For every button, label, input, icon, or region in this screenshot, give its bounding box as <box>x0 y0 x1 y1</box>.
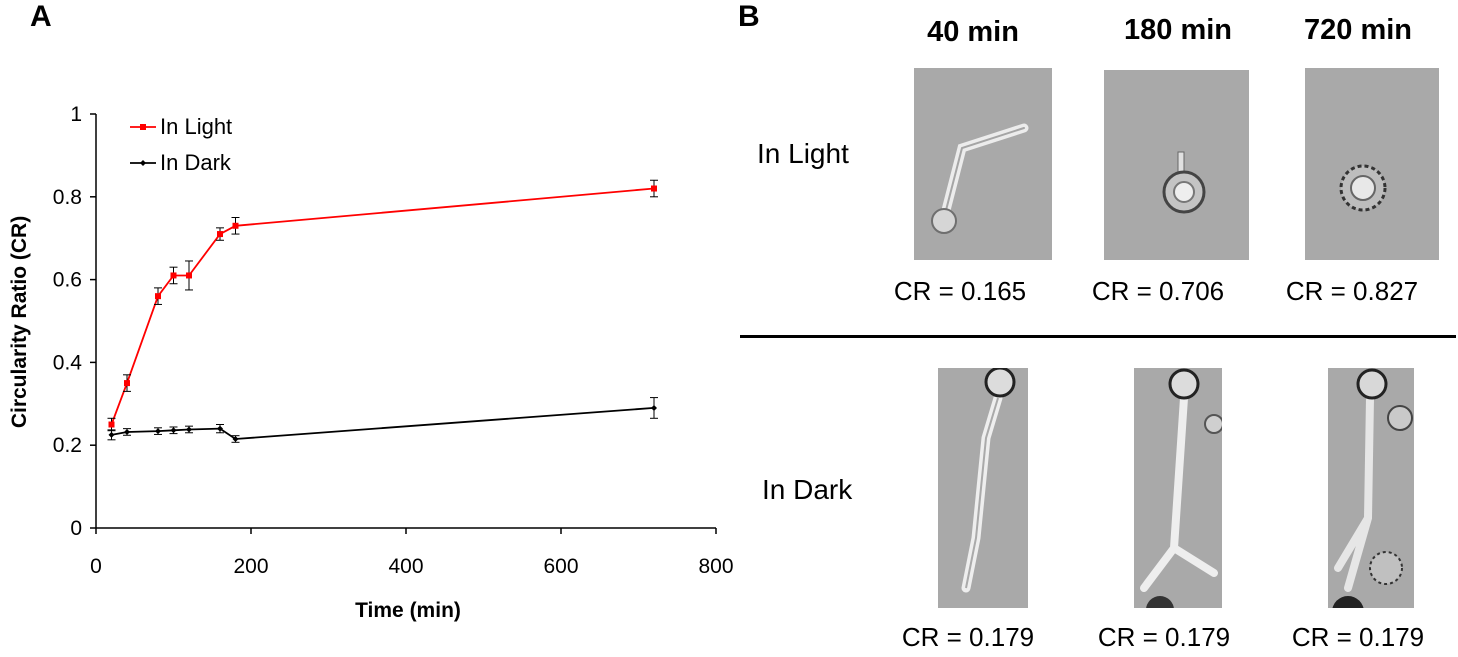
legend-label: In Dark <box>160 150 232 175</box>
data-point <box>186 426 192 433</box>
x-tick-label: 600 <box>543 555 578 578</box>
micrograph-light-180min <box>1104 70 1249 260</box>
cr-value-light-180min: CR = 0.706 <box>1091 276 1225 306</box>
data-point <box>217 425 223 432</box>
cr-value-dark-180min: CR = 0.179 <box>1097 622 1231 652</box>
data-point <box>651 185 657 192</box>
y-tick-label: 0.2 <box>53 434 82 457</box>
y-tick-label: 1 <box>70 103 82 126</box>
data-point <box>108 421 115 428</box>
y-tick-label: 0 <box>70 517 82 540</box>
y-axis-title: Circularity Ratio (CR) <box>8 216 31 428</box>
y-tick-label: 0.6 <box>53 269 82 292</box>
cr-value-light-40min: CR = 0.165 <box>893 276 1027 306</box>
micrograph-light-40min <box>914 68 1052 260</box>
panel-b-letter: B <box>738 0 760 33</box>
data-point <box>108 431 115 438</box>
panel-a-letter: A <box>30 0 52 33</box>
y-ticks: 0 0.2 0.4 0.6 0.8 1 <box>53 103 96 540</box>
x-tick-label: 800 <box>698 555 733 578</box>
data-point <box>155 293 161 300</box>
data-point <box>217 231 223 238</box>
data-point <box>155 428 161 435</box>
x-tick-label: 0 <box>90 555 102 578</box>
micrograph-dark-180min <box>1134 368 1222 608</box>
column-title-180-min: 180 min <box>1124 14 1232 46</box>
row-label-in-dark: In Dark <box>762 474 853 505</box>
x-axis-title: Time (min) <box>355 599 461 622</box>
x-ticks: 0 200 400 600 800 <box>90 528 734 578</box>
cr-value-dark-40min: CR = 0.179 <box>901 622 1035 652</box>
x-tick-label: 200 <box>233 555 268 578</box>
series-line <box>111 407 655 440</box>
column-title-720-min: 720 min <box>1304 14 1412 46</box>
row-label-in-light: In Light <box>757 138 849 169</box>
legend-label: In Light <box>160 114 232 139</box>
data-point <box>124 380 130 387</box>
y-tick-label: 0.8 <box>53 186 82 209</box>
micrograph-light-720min <box>1305 68 1439 260</box>
data-point <box>186 272 192 279</box>
data-point <box>170 427 177 434</box>
micrograph-dark-720min <box>1328 368 1414 608</box>
cr-value-dark-720min: CR = 0.179 <box>1291 622 1425 652</box>
series-group <box>107 179 658 443</box>
legend-marker <box>140 124 146 130</box>
data-point <box>170 272 177 279</box>
data-point <box>651 404 657 411</box>
circularity-line-chart: 00.20.40.60.81 0 200 400 600 800 Time (min) … <box>8 103 734 622</box>
data-point <box>124 428 130 435</box>
column-title-40-min: 40 min <box>927 16 1019 48</box>
micrograph-dark-40min <box>938 368 1028 608</box>
cr-value-light-720min: CR = 0.827 <box>1285 276 1419 306</box>
series-line <box>110 187 655 425</box>
y-tick-label: 0.4 <box>53 351 83 374</box>
legend: In Light In Dark <box>130 114 232 175</box>
data-point <box>232 435 239 442</box>
x-tick-label: 400 <box>388 555 423 578</box>
row-divider <box>740 335 1456 338</box>
data-point <box>232 222 239 229</box>
legend-marker <box>140 160 146 166</box>
